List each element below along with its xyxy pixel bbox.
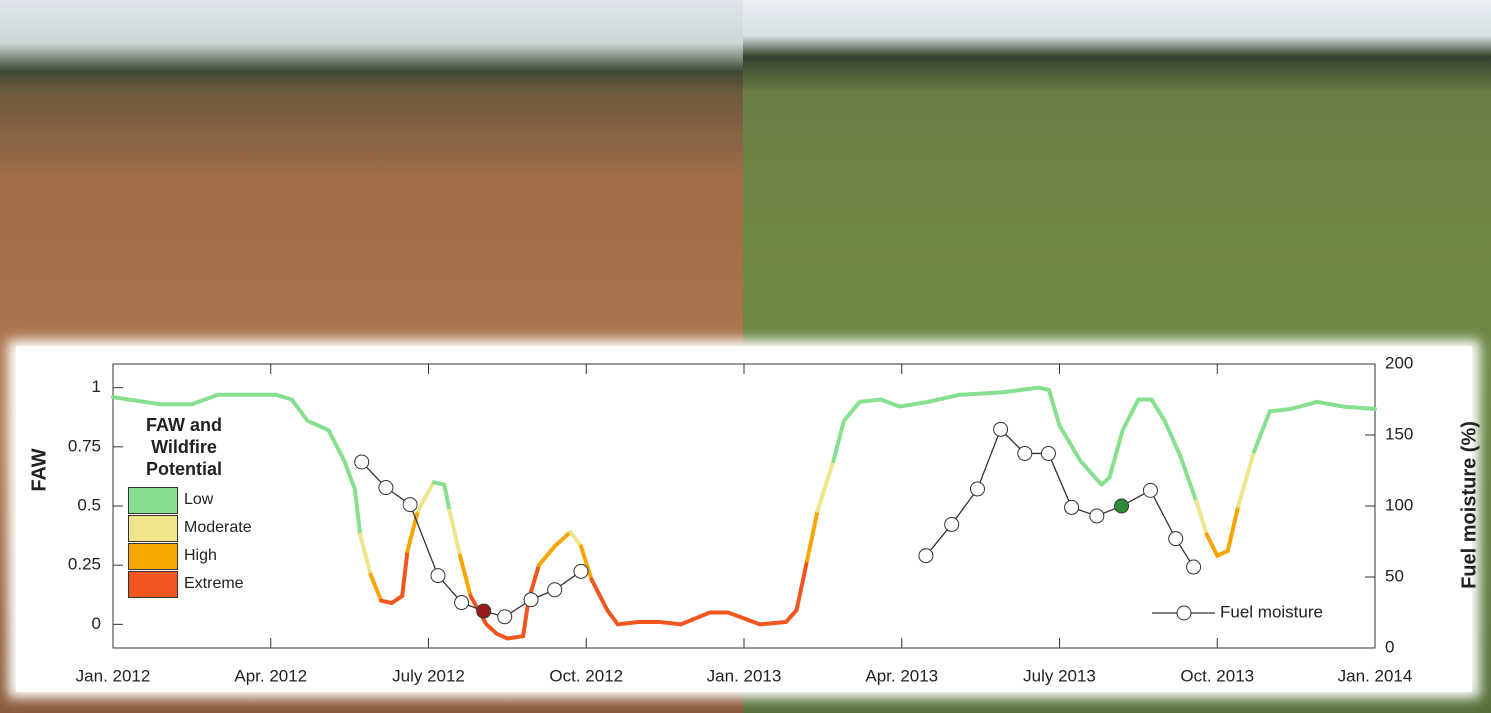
moisture-point — [1041, 446, 1055, 460]
y2-tick-label: 50 — [1385, 566, 1404, 585]
moisture-point — [1090, 509, 1104, 523]
moisture-point — [994, 422, 1008, 436]
moisture-point — [524, 593, 538, 607]
moisture-point — [355, 455, 369, 469]
legend-swatch — [128, 543, 178, 570]
moisture-point — [379, 481, 393, 495]
moisture-point — [431, 569, 445, 583]
y-tick-label: 0.5 — [77, 495, 101, 514]
legend-label: Extreme — [184, 575, 244, 593]
legend-label: Low — [184, 491, 213, 509]
legend: FAW and Wildfire Potential Low Moderate Hi… — [128, 414, 268, 598]
legend-swatch — [128, 515, 178, 542]
legend-row: Moderate — [128, 514, 268, 542]
y-tick-label: 1 — [92, 377, 101, 396]
legend-label: Fuel moisture — [1220, 602, 1323, 621]
legend-label: High — [184, 547, 217, 565]
moisture-point — [919, 549, 933, 563]
moisture-point — [970, 482, 984, 496]
y2-tick-label: 0 — [1385, 637, 1394, 656]
moisture-point — [1169, 532, 1183, 546]
x-tick-label: Jan. 2012 — [76, 666, 151, 685]
moisture-point — [1018, 446, 1032, 460]
page: FAW Fuel moisture (%) Fuel moisture Jan.… — [0, 0, 1491, 713]
x-tick-label: Oct. 2013 — [1180, 666, 1254, 685]
moisture-point — [477, 604, 491, 618]
legend-label: Moderate — [184, 519, 252, 537]
moisture-point — [548, 583, 562, 597]
moisture-point — [1065, 500, 1079, 514]
y2-axis-label: Fuel moisture (%) — [1458, 421, 1480, 589]
x-tick-label: July 2012 — [392, 666, 465, 685]
legend-title: FAW and Wildfire Potential — [128, 414, 240, 480]
x-tick-label: Apr. 2012 — [234, 666, 307, 685]
y2-tick-label: 150 — [1385, 424, 1413, 443]
x-tick-label: Jan. 2013 — [707, 666, 782, 685]
moisture-point — [403, 498, 417, 512]
x-tick-label: Apr. 2013 — [865, 666, 938, 685]
y-tick-label: 0.25 — [68, 555, 101, 574]
moisture-point — [1187, 560, 1201, 574]
moisture-point — [498, 610, 512, 624]
moisture-point — [1115, 499, 1129, 513]
moisture-point — [1143, 483, 1157, 497]
y-tick-label: 0.75 — [68, 436, 101, 455]
legend-row: High — [128, 542, 268, 570]
legend-row: Low — [128, 486, 268, 514]
legend-row: Extreme — [128, 570, 268, 598]
y-axis-label: FAW — [28, 448, 50, 491]
x-tick-label: Jan. 2014 — [1338, 666, 1413, 685]
y2-tick-label: 100 — [1385, 495, 1413, 514]
moisture-point — [945, 517, 959, 531]
y-tick-label: 0 — [92, 614, 101, 633]
moisture-point — [574, 564, 588, 578]
legend-marker — [1177, 606, 1191, 620]
y2-tick-label: 200 — [1385, 353, 1413, 372]
moisture-point — [455, 596, 469, 610]
legend-swatch — [128, 571, 178, 598]
x-tick-label: Oct. 2012 — [549, 666, 623, 685]
chart: FAW Fuel moisture (%) Fuel moisture Jan.… — [0, 0, 1491, 713]
legend-swatch — [128, 487, 178, 514]
x-tick-label: July 2013 — [1023, 666, 1096, 685]
